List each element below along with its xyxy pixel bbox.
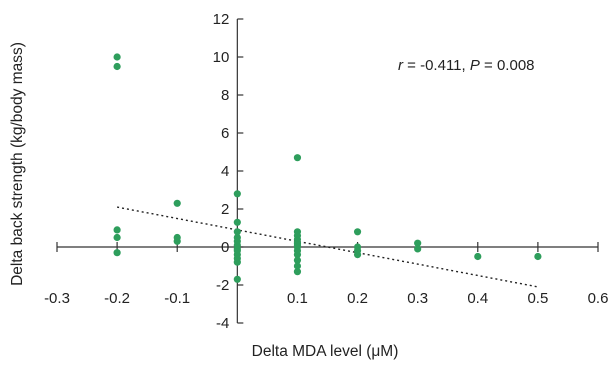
data-point	[293, 262, 302, 270]
x-tick-label: -0.2	[104, 290, 130, 307]
y-tick-label: 12	[213, 11, 230, 28]
data-point	[293, 154, 302, 162]
x-tick-label: 0.1	[287, 290, 308, 307]
x-tick-label: 0.6	[588, 290, 609, 307]
data-point	[173, 237, 181, 245]
y-tick-label: 4	[221, 163, 229, 180]
correlation-annotation: r = -0.411, P = 0.008	[398, 57, 535, 74]
data-point	[233, 190, 241, 198]
data-point	[293, 251, 302, 259]
data-point	[233, 218, 241, 226]
y-tick-label: 8	[221, 87, 229, 104]
y-tick-label: 6	[221, 125, 229, 142]
y-tick-label: 10	[213, 49, 230, 66]
x-tick-label: 0.4	[467, 290, 488, 307]
r-value: = -0.411,	[403, 57, 470, 74]
y-axis-title: Delta back strength (kg/body mass)	[9, 42, 26, 286]
x-tick-label: 0.5	[527, 290, 548, 307]
data-point	[113, 249, 121, 257]
data-point	[414, 239, 422, 247]
r-symbol: r	[398, 57, 404, 74]
data-point	[233, 258, 241, 266]
data-point	[113, 226, 121, 234]
y-tick-label: -2	[216, 277, 229, 294]
p-symbol: P	[470, 57, 480, 74]
y-tick-label: -4	[216, 315, 229, 332]
data-point	[293, 268, 302, 276]
x-tick-label: -0.1	[164, 290, 190, 307]
data-point	[113, 53, 121, 61]
data-point	[173, 199, 181, 207]
data-point	[293, 256, 302, 264]
data-point	[414, 245, 422, 253]
y-tick-label: 0	[221, 239, 229, 256]
x-tick-label: 0.2	[347, 290, 368, 307]
tick-labels: -0.3 -0.2 -0.1 0.1 0.2 0.3 0.4 0.5 0.6 -4 -2 0 2 4 6 8 1…	[44, 11, 608, 332]
data-point	[113, 62, 121, 71]
y-tick-label: 2	[221, 201, 229, 218]
data-point	[534, 252, 542, 261]
data-point	[353, 251, 362, 259]
data-point	[474, 252, 482, 261]
data-point	[233, 275, 241, 283]
trend-line	[116, 206, 539, 288]
data-point	[233, 228, 241, 236]
x-tick-label: -0.3	[44, 290, 70, 307]
data-point	[113, 233, 121, 242]
x-axis-title: Delta MDA level (μM)	[252, 343, 399, 360]
x-tick-label: 0.3	[407, 290, 428, 307]
p-value: = 0.008	[480, 57, 535, 74]
data-point	[353, 228, 362, 236]
data-points	[113, 53, 542, 283]
